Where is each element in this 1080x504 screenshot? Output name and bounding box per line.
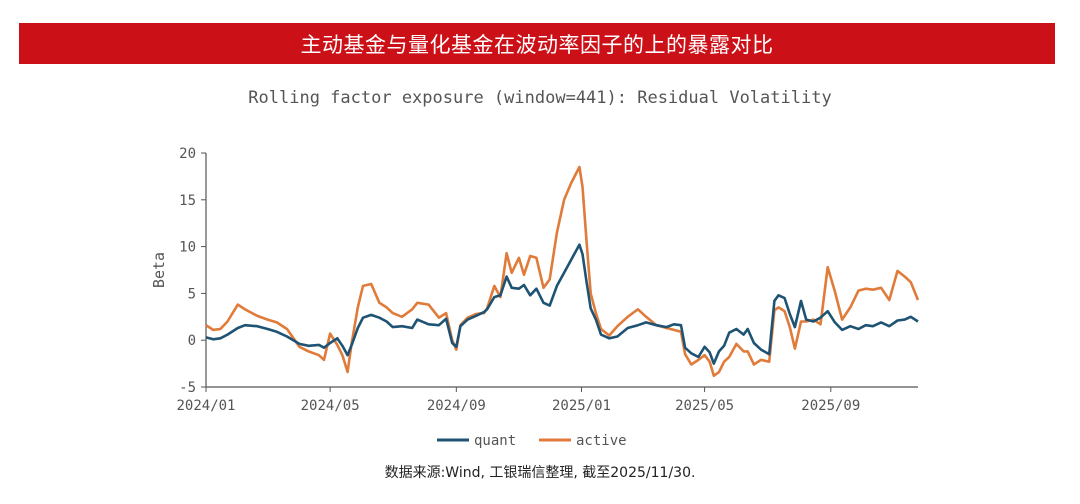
banner-title: 主动基金与量化基金在波动率因子的上的暴露对比	[300, 32, 774, 57]
x-tick-label: 2024/01	[176, 398, 235, 414]
legend: quant active	[437, 433, 627, 449]
x-tick-label: 2024/05	[301, 398, 360, 414]
axes: -5 0 5 10 15 20 2024/01 2024/05 2024/09 2025/01 20…	[176, 146, 918, 414]
chart-title: Rolling factor exposure (window=441): Re…	[248, 88, 831, 108]
series-line-quant	[205, 243, 919, 365]
y-tick-label: -5	[179, 380, 196, 396]
x-tick-label: 2025/05	[675, 398, 734, 414]
header-banner: 主动基金与量化基金在波动率因子的上的暴露对比	[19, 23, 1055, 64]
x-tick-label: 2025/01	[552, 398, 611, 414]
legend-label-active: active	[576, 433, 627, 449]
series-layer	[205, 165, 920, 378]
x-tick-label: 2024/09	[427, 398, 486, 414]
y-tick-label: 0	[188, 333, 196, 349]
y-axis-label: Beta	[150, 252, 168, 288]
y-tick-label: 5	[188, 286, 196, 302]
data-source-note: 数据来源:Wind, 工银瑞信整理, 截至2025/11/30.	[384, 465, 696, 481]
series-line-active	[205, 165, 920, 378]
y-tick-label: 20	[179, 146, 196, 162]
x-tick-label: 2025/09	[801, 398, 860, 414]
y-tick-label: 10	[179, 240, 196, 256]
legend-label-quant: quant	[474, 433, 516, 449]
y-tick-label: 15	[179, 193, 196, 209]
